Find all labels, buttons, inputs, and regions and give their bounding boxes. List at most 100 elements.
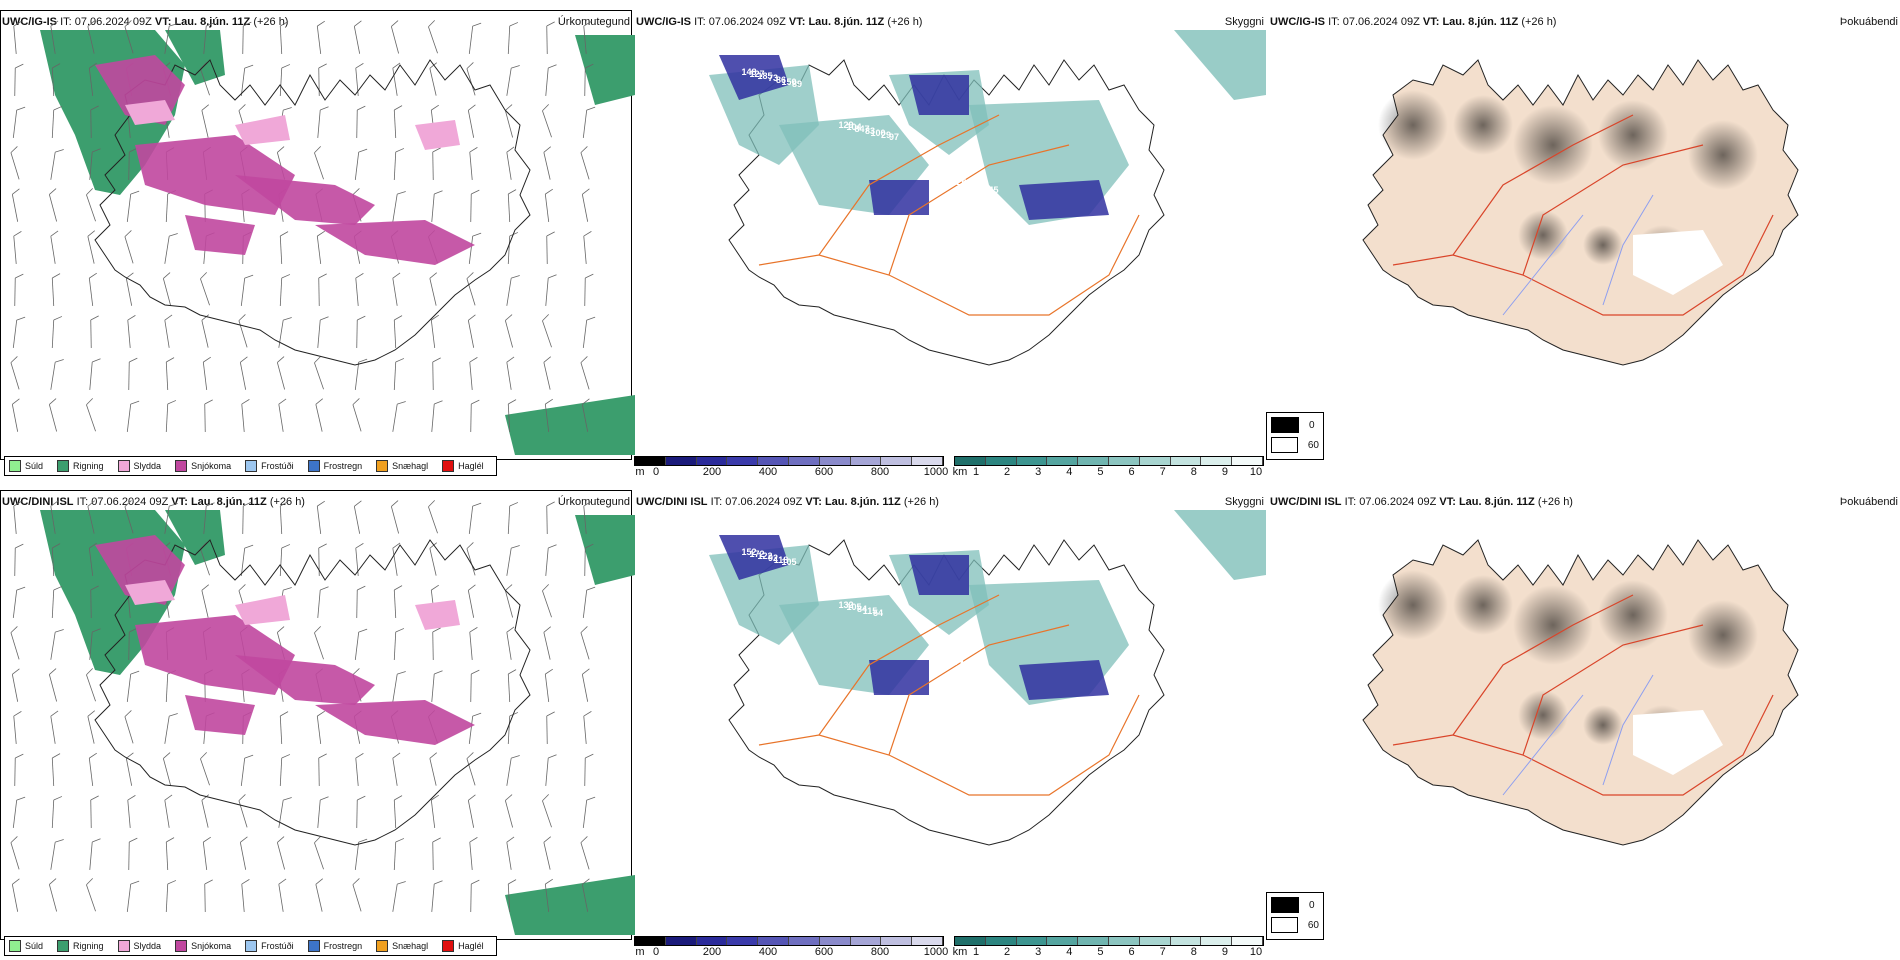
colorbar-tick: 200 — [703, 466, 721, 478]
snow-area — [135, 135, 295, 215]
colorbar-bin — [727, 937, 758, 945]
sleet-area — [235, 595, 290, 625]
colorbar-bin — [1078, 937, 1109, 945]
sleet-area — [235, 115, 290, 145]
colorbar-bin — [1140, 937, 1171, 945]
precip-type-legend: Súld Rigning Slydda Snjókoma Frostúði Frostre… — [4, 456, 497, 476]
colorbar-tick: 2 — [1004, 466, 1010, 478]
legend-swatch — [376, 940, 388, 952]
low-cloud-base-area — [909, 555, 969, 595]
legend-label: Rigning — [73, 461, 104, 471]
legend-swatch — [308, 460, 320, 472]
legend-label: Slydda — [134, 461, 162, 471]
low-cloud-base-area — [909, 75, 969, 115]
colorbar-tick: 4 — [1066, 946, 1072, 958]
fog-legend-row: 60 — [1271, 917, 1319, 933]
fog-indicator-area — [1453, 575, 1513, 635]
legend-swatch — [175, 460, 187, 472]
cloud-base-label: 54 — [873, 608, 883, 618]
colorbar-bin — [1171, 937, 1202, 945]
low-visibility-area — [1174, 30, 1266, 100]
colorbar-bin — [912, 457, 943, 465]
colorbar-tick: 600 — [815, 946, 833, 958]
iceland-fog-map — [1268, 490, 1900, 940]
legend-label: Frostregn — [324, 461, 363, 471]
colorbar-bin — [758, 457, 789, 465]
iceland-coast-layer — [95, 535, 530, 845]
cloud-base-label: 105 — [781, 557, 796, 567]
legend-item: Haglél — [442, 460, 484, 472]
legend-item: Frostúði — [245, 940, 294, 952]
fog-indicator-area — [1688, 120, 1758, 190]
colorbar-tick: 8 — [1191, 466, 1197, 478]
fog-legend-bottom: 0 60 — [1266, 892, 1324, 940]
colorbar-tick: 1 — [973, 466, 979, 478]
colorbar-tick: 1000 — [924, 466, 948, 478]
colorbar-bin — [955, 937, 986, 945]
fog-legend-value: 60 — [1308, 440, 1319, 451]
colorbar-unit: m — [635, 466, 644, 478]
legend-item: Rigning — [57, 460, 104, 472]
colorbar-tick: 10 — [1250, 466, 1262, 478]
iceland-map — [1363, 60, 1798, 365]
rain-area — [575, 35, 635, 105]
fog-indicator-area — [1688, 600, 1758, 670]
colorbar-bin — [666, 937, 697, 945]
colorbar-strip — [954, 456, 1264, 466]
iceland-precip-map — [0, 10, 632, 460]
colorbar-tick: 1000 — [924, 946, 948, 958]
cloud-base-label: 145 — [983, 185, 998, 195]
colorbar-strip — [634, 456, 944, 466]
colorbar-unit: km — [953, 466, 968, 478]
colorbar-bin — [881, 457, 912, 465]
fog-legend-value: 0 — [1309, 900, 1315, 911]
colorbar-tick: 800 — [871, 946, 889, 958]
snow-area — [315, 220, 475, 265]
legend-item: Snjókoma — [175, 940, 231, 952]
legend-label: Snjókoma — [191, 461, 231, 471]
fog-indicator-area — [1378, 90, 1448, 160]
colorbar-bin — [912, 937, 943, 945]
colorbar-bin — [851, 457, 882, 465]
colorbar-bin — [758, 937, 789, 945]
legend-swatch — [57, 460, 69, 472]
colorbar-tick: 8 — [1191, 946, 1197, 958]
iceland-cloud-map: 1521321459917210524719212284771039211511… — [634, 490, 1266, 940]
colorbar-strip — [954, 936, 1264, 946]
iceland-map — [709, 535, 1164, 845]
iceland-coast-layer — [95, 55, 530, 365]
colorbar-bin — [1140, 457, 1171, 465]
legend-swatch — [376, 460, 388, 472]
fog-indicator-area — [1518, 210, 1568, 260]
colorbar-bin — [789, 937, 820, 945]
colorbar-bin — [1078, 457, 1109, 465]
fog-legend-row: 0 — [1271, 417, 1319, 433]
fog-legend-value: 60 — [1308, 920, 1319, 931]
legend-item: Slydda — [118, 940, 162, 952]
legend-label: Súld — [25, 461, 43, 471]
legend-item: Haglél — [442, 940, 484, 952]
fog-legend-top: 0 60 — [1266, 412, 1324, 460]
colorbar-tick: 4 — [1066, 466, 1072, 478]
precip-panel-top: UWC/IG-IS IT: 07.06.2024 09Z VT: Lau. 8.… — [0, 10, 632, 480]
legend-swatch — [9, 940, 21, 952]
legend-swatch — [9, 460, 21, 472]
legend-swatch — [175, 940, 187, 952]
fog-legend-swatch — [1271, 917, 1298, 933]
legend-label: Frostúði — [261, 461, 294, 471]
precip-panel-bottom: UWC/DINI ISL IT: 07.06.2024 09Z VT: Lau.… — [0, 490, 632, 960]
colorbar-bin — [1017, 457, 1048, 465]
colorbar-unit: km — [953, 946, 968, 958]
cloud-base-label: 89 — [792, 79, 802, 89]
fog-indicator-area — [1518, 690, 1568, 740]
legend-item: Frostregn — [308, 460, 363, 472]
legend-label: Haglél — [458, 461, 484, 471]
colorbar-tick: 5 — [1097, 946, 1103, 958]
colorbar-bin — [955, 457, 986, 465]
colorbar-bin — [697, 937, 728, 945]
low-cloud-base-area — [1019, 180, 1109, 220]
fog-indicator-area — [1453, 95, 1513, 155]
rain-area — [575, 515, 635, 585]
colorbar-tick: 1 — [973, 946, 979, 958]
